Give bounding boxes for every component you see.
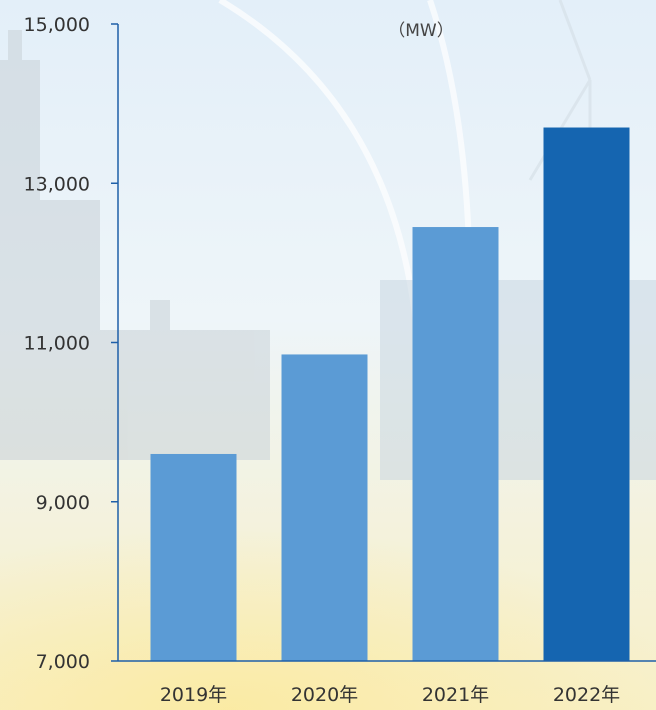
bars-group [150, 127, 630, 661]
x-category-label: 2021年 [422, 684, 489, 706]
bar-3 [543, 127, 630, 661]
y-tick-label: 13,000 [24, 173, 90, 195]
x-category-label: 2022年 [553, 684, 620, 706]
y-tick-label: 15,000 [24, 14, 90, 36]
y-tick-label: 9,000 [36, 492, 90, 514]
bar-0 [150, 453, 237, 661]
y-tick-label: 7,000 [36, 651, 90, 673]
bar-1 [281, 354, 368, 661]
x-category-label: 2019年 [160, 684, 227, 706]
bar-2 [412, 227, 499, 661]
x-category-label: 2020年 [291, 684, 358, 706]
x-axis-labels: 2019年 2020年 2021年 2022年 [160, 684, 620, 706]
y-tick-label: 11,000 [24, 333, 90, 355]
unit-label: （MW） [388, 21, 453, 41]
y-axis-ticks: 7,000 9,000 11,000 13,000 15,000 [24, 14, 118, 673]
